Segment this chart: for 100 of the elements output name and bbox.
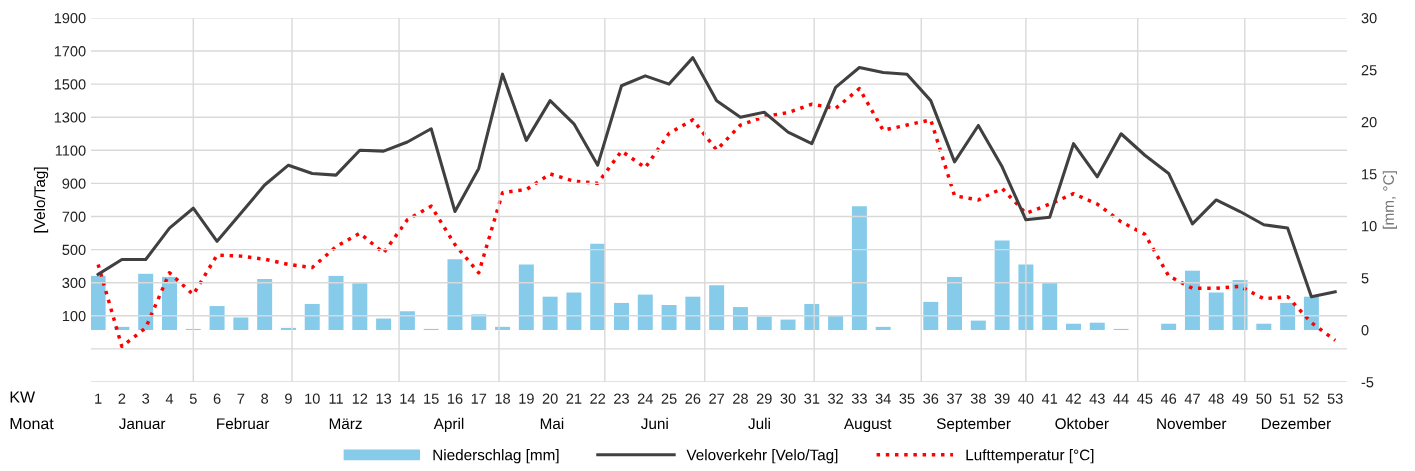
legend-label: Niederschlag [mm] <box>433 449 559 464</box>
x-tick-label: 25 <box>661 393 677 404</box>
x-tick-label: 5 <box>189 393 197 404</box>
y-axis-title: [Velo/Tag] <box>33 167 49 233</box>
text: Juli <box>748 417 770 430</box>
bar <box>875 326 891 330</box>
line-series <box>96 86 1337 349</box>
x-tick-label: 18 <box>495 393 511 404</box>
x-tick-label: 39 <box>994 393 1010 404</box>
x-tick-label: 50 <box>1256 393 1272 404</box>
bar <box>162 276 177 330</box>
text: KW <box>10 391 36 403</box>
bar <box>756 316 772 330</box>
x-tick-label: 26 <box>685 393 701 404</box>
text: Juni <box>641 417 668 430</box>
bar <box>209 306 225 330</box>
bar <box>566 292 582 330</box>
bar <box>1303 296 1319 330</box>
bar <box>994 240 1010 330</box>
text: Februar <box>217 417 270 430</box>
bar <box>1256 323 1272 330</box>
bar <box>1042 282 1058 330</box>
bar <box>637 294 653 330</box>
x-tick-label: 43 <box>1089 393 1105 404</box>
y2-tick-label: 25 <box>1361 65 1377 76</box>
y2-tick-label: 5 <box>1361 273 1369 284</box>
x-tick-label: 8 <box>261 393 269 404</box>
x-tick-label: 9 <box>285 393 292 404</box>
y2-tick-label: 0 <box>1361 325 1369 336</box>
x-tick-label: 48 <box>1208 393 1224 404</box>
bar <box>1066 323 1081 330</box>
bar <box>732 307 748 330</box>
x-tick-label: 28 <box>733 393 748 404</box>
bar <box>828 315 844 330</box>
text: März <box>329 418 362 430</box>
x-tick-label: 44 <box>1113 393 1129 404</box>
bar <box>1208 292 1224 330</box>
x-tick-label: 36 <box>923 393 939 404</box>
bar <box>1184 270 1200 330</box>
bar <box>947 276 963 330</box>
x-tick-label: 33 <box>851 393 867 404</box>
y2-tick-label: 20 <box>1361 117 1377 128</box>
bar <box>328 275 344 330</box>
text: Oktober <box>1055 417 1109 430</box>
y-tick-label: 900 <box>62 178 86 189</box>
bar <box>1161 323 1177 330</box>
x-tick-label: 52 <box>1303 393 1319 404</box>
bar <box>304 303 320 330</box>
bar <box>376 318 392 330</box>
x-tick-label: 17 <box>471 393 487 404</box>
y-tick-label: 700 <box>62 211 86 222</box>
bar <box>257 279 273 330</box>
text: Monat <box>10 418 54 430</box>
x-tick-label: 46 <box>1160 393 1177 404</box>
x-tick-label: 29 <box>756 393 772 404</box>
x-tick-label: 4 <box>165 393 174 404</box>
x-tick-label: 1 <box>95 393 102 404</box>
text: Januar <box>119 418 166 430</box>
bar <box>1089 322 1105 330</box>
x-tick-label: 19 <box>519 393 534 404</box>
y-tick-label: 1100 <box>55 145 86 156</box>
x-tick-label: 42 <box>1065 393 1081 404</box>
bar <box>399 311 415 330</box>
y2-tick-label: -5 <box>1361 377 1374 388</box>
x-tick-label: 49 <box>1232 393 1248 404</box>
y-tick-label: 1300 <box>54 112 86 123</box>
text: Mai <box>540 417 564 430</box>
bar <box>1280 302 1296 330</box>
x-tick-label: 27 <box>709 393 725 404</box>
x-tick-label: 31 <box>804 393 820 404</box>
text: April <box>433 417 464 433</box>
text: August <box>843 418 892 433</box>
x-tick-label: 37 <box>947 393 962 404</box>
text: Dezember <box>1261 417 1331 430</box>
x-tick-label: 32 <box>828 393 843 404</box>
bar <box>661 305 677 330</box>
bar <box>352 283 368 330</box>
y-tick-label: 500 <box>62 244 86 256</box>
y-tick-label: 1700 <box>54 46 86 57</box>
line-series <box>96 56 1337 299</box>
bar <box>90 275 106 330</box>
x-tick-label: 13 <box>376 393 392 404</box>
x-tick-label: 38 <box>970 393 986 404</box>
x-tick-label: 14 <box>400 393 416 404</box>
legend-label: Veloverkehr [Velo/Tag] <box>686 449 838 464</box>
x-tick-label: 11 <box>329 393 343 404</box>
bar <box>780 319 796 330</box>
x-tick-label: 21 <box>566 393 582 404</box>
x-tick-label: 23 <box>614 393 629 404</box>
text: November <box>1157 417 1227 430</box>
y2-axis-title: [mm, °C] <box>1382 171 1397 229</box>
x-tick-label: 51 <box>1280 393 1296 404</box>
bar <box>614 302 629 330</box>
x-tick-label: 45 <box>1137 393 1153 404</box>
bar <box>970 320 986 330</box>
bar <box>447 259 463 330</box>
x-tick-label: 7 <box>237 393 245 404</box>
bar <box>233 317 249 330</box>
x-tick-label: 10 <box>305 393 320 404</box>
bar <box>590 243 606 330</box>
